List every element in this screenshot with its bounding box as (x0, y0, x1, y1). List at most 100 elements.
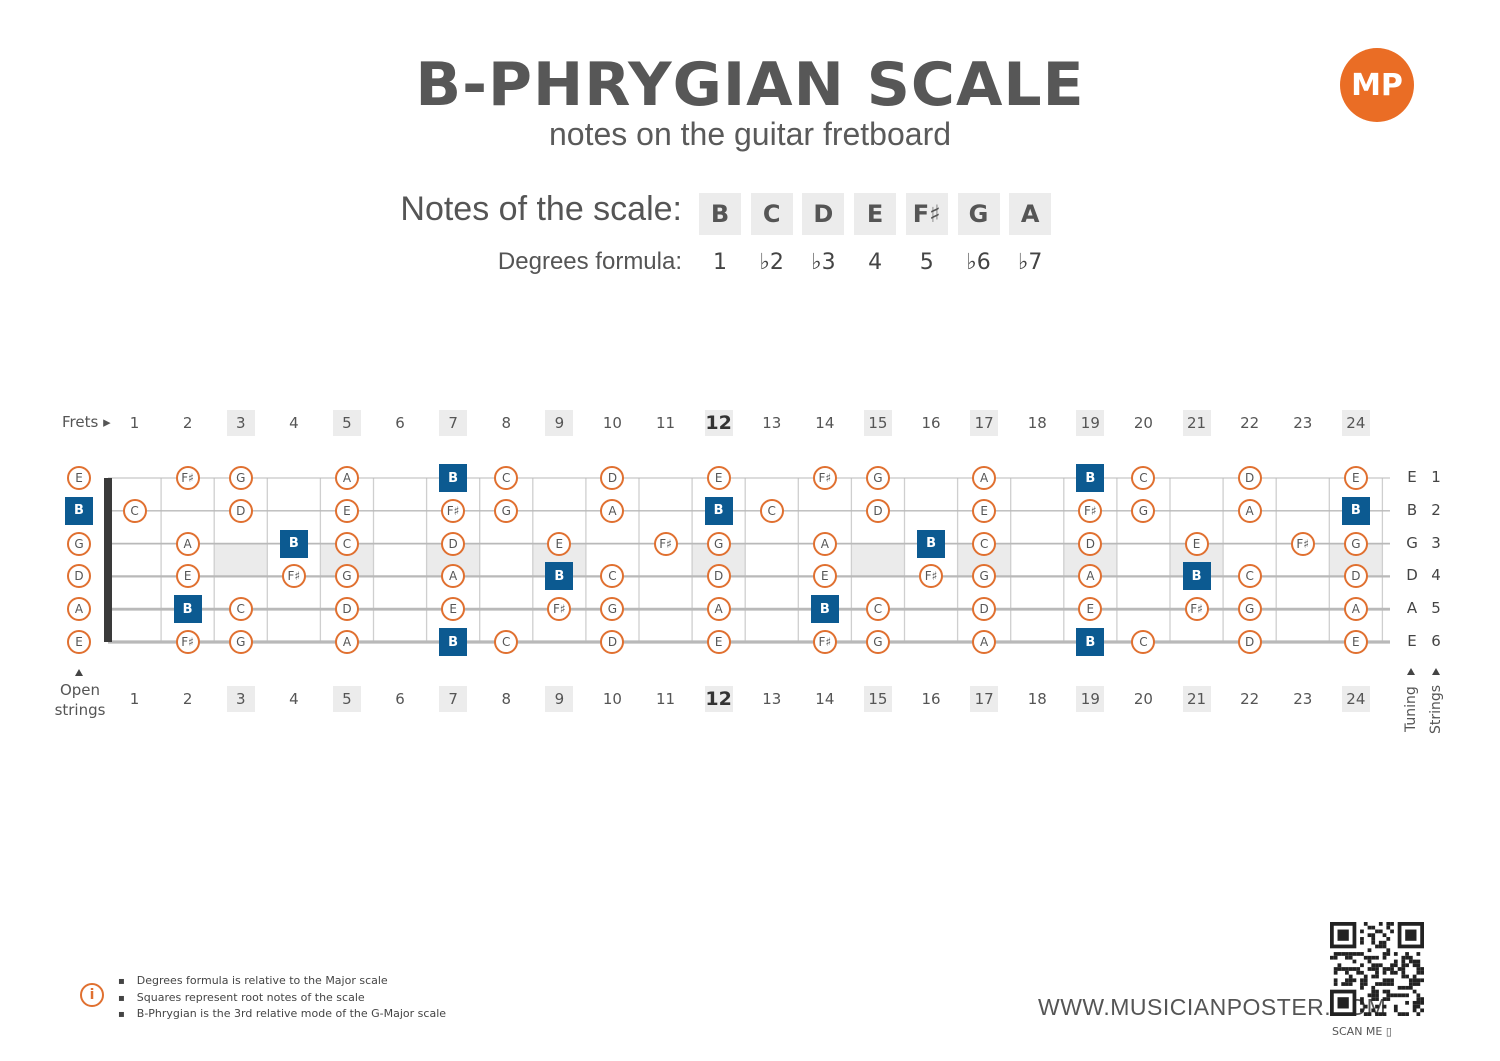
fret-number: 16 (921, 414, 941, 432)
scale-note-marker: A (1237, 498, 1262, 523)
fret-number: 7 (439, 686, 468, 712)
fret-number: 6 (395, 690, 405, 708)
fret-number: 14 (815, 414, 835, 432)
scale-note-marker: G (972, 564, 997, 589)
scale-note-marker: A (600, 498, 625, 523)
fret-number: 12 (704, 686, 733, 712)
fret-number: 19 (1076, 410, 1105, 436)
root-note-marker: B (1076, 464, 1105, 492)
scale-note-box: D (802, 193, 845, 235)
scale-note-marker: C (972, 531, 997, 556)
scan-me-label: SCAN ME ▯ (1332, 1025, 1392, 1038)
string-tuning: B (1406, 500, 1418, 519)
scale-note-marker: C (228, 597, 253, 622)
string-number: 2 (1431, 500, 1441, 519)
fret-number: 3 (226, 410, 255, 436)
fret-number: 17 (970, 410, 999, 436)
scale-note-marker: D (865, 498, 890, 523)
fret-number: 10 (602, 690, 622, 708)
fret-number: 12 (704, 410, 733, 436)
scale-note-marker: D (228, 498, 253, 523)
fret-number: 5 (332, 686, 361, 712)
string-tuning: A (1406, 599, 1418, 618)
root-note-marker: B (1076, 628, 1105, 656)
scale-note-marker: G (228, 466, 253, 490)
scale-note-marker: A (972, 630, 997, 654)
scale-note-marker: G (600, 597, 625, 622)
fret-number: 22 (1240, 690, 1260, 708)
scale-note-marker: F♯ (175, 630, 200, 654)
fret-number: 6 (395, 414, 405, 432)
scale-note-marker: F♯ (812, 630, 837, 654)
scale-note-marker: E (547, 531, 572, 556)
footnote-item: Degrees formula is relative to the Major… (118, 973, 446, 990)
fret-number: 8 (501, 690, 512, 708)
fret-number: 16 (921, 690, 941, 708)
string-tuning: D (1406, 566, 1418, 585)
qr-code-icon[interactable] (1330, 922, 1424, 1016)
fret-number: 17 (970, 686, 999, 712)
brand-logo[interactable]: MP (1340, 48, 1414, 122)
scale-note-box: F♯ (905, 193, 948, 235)
tuning-label: Tuning (1403, 686, 1419, 732)
scale-note-marker: D (1078, 531, 1103, 556)
fret-number: 14 (815, 690, 835, 708)
scale-note-marker: C (1237, 564, 1262, 589)
scale-note-marker: G (228, 630, 253, 654)
fret-number: 15 (863, 410, 892, 436)
scale-note-marker: E (334, 498, 359, 523)
scale-note-marker: A (812, 531, 837, 556)
scale-note-marker: A (334, 630, 359, 654)
root-note-marker: B (1182, 562, 1211, 591)
fret-number: 23 (1293, 414, 1313, 432)
scale-note-marker: D (1343, 564, 1368, 589)
scale-note-marker: E (1343, 466, 1368, 490)
root-note-marker: B (917, 529, 946, 558)
scale-degree: ♭7 (1018, 250, 1043, 275)
scale-note-marker: F♯ (919, 564, 944, 589)
scale-note-marker: A (972, 466, 997, 490)
fret-number: 24 (1341, 686, 1370, 712)
string-number: 6 (1431, 632, 1441, 650)
fret-number: 20 (1133, 690, 1153, 708)
fret-number: 10 (602, 414, 622, 432)
scale-note-marker: D (67, 564, 91, 589)
scale-note-marker: G (1343, 531, 1368, 556)
scale-degree: 5 (919, 250, 934, 275)
scale-note-marker: F♯ (653, 531, 678, 556)
fret-number: 2 (182, 690, 193, 708)
scale-note-marker: A (175, 531, 200, 556)
fret-number: 1 (129, 414, 140, 432)
scale-note-marker: C (334, 531, 359, 556)
scale-degree: ♭2 (759, 250, 784, 275)
website-link[interactable]: WWW.MUSICIANPOSTER.COM (1038, 994, 1387, 1020)
scale-note-marker: A (67, 597, 91, 622)
scale-note-marker: C (1131, 466, 1156, 490)
footnotes: Degrees formula is relative to the Major… (118, 973, 446, 1023)
scale-note-marker: G (494, 498, 519, 523)
scale-note-marker: A (706, 597, 731, 622)
string-number: 4 (1431, 566, 1441, 585)
info-icon: i (80, 983, 104, 1007)
root-note-marker: B (810, 595, 839, 624)
scale-note-marker: F♯ (281, 564, 306, 589)
fret-number: 4 (289, 690, 299, 708)
fret-number: 19 (1076, 686, 1105, 712)
string-tuning: E (1407, 468, 1417, 486)
scale-note-marker: A (1078, 564, 1103, 589)
fret-number: 23 (1293, 690, 1313, 708)
scale-note-marker: D (600, 466, 625, 490)
fret-number: 22 (1240, 414, 1260, 432)
scale-note-marker: E (175, 564, 200, 589)
fret-number: 4 (289, 414, 299, 432)
scale-note-marker: A (1343, 597, 1368, 622)
strings-label: Strings (1428, 684, 1444, 734)
fret-marker-band (851, 543, 905, 577)
fret-number: 9 (545, 686, 574, 712)
scale-note-marker: E (1343, 630, 1368, 654)
scale-note-box: E (854, 193, 897, 235)
fret-number: 8 (501, 414, 512, 432)
scale-note-marker: E (441, 597, 466, 622)
nut (104, 478, 112, 642)
